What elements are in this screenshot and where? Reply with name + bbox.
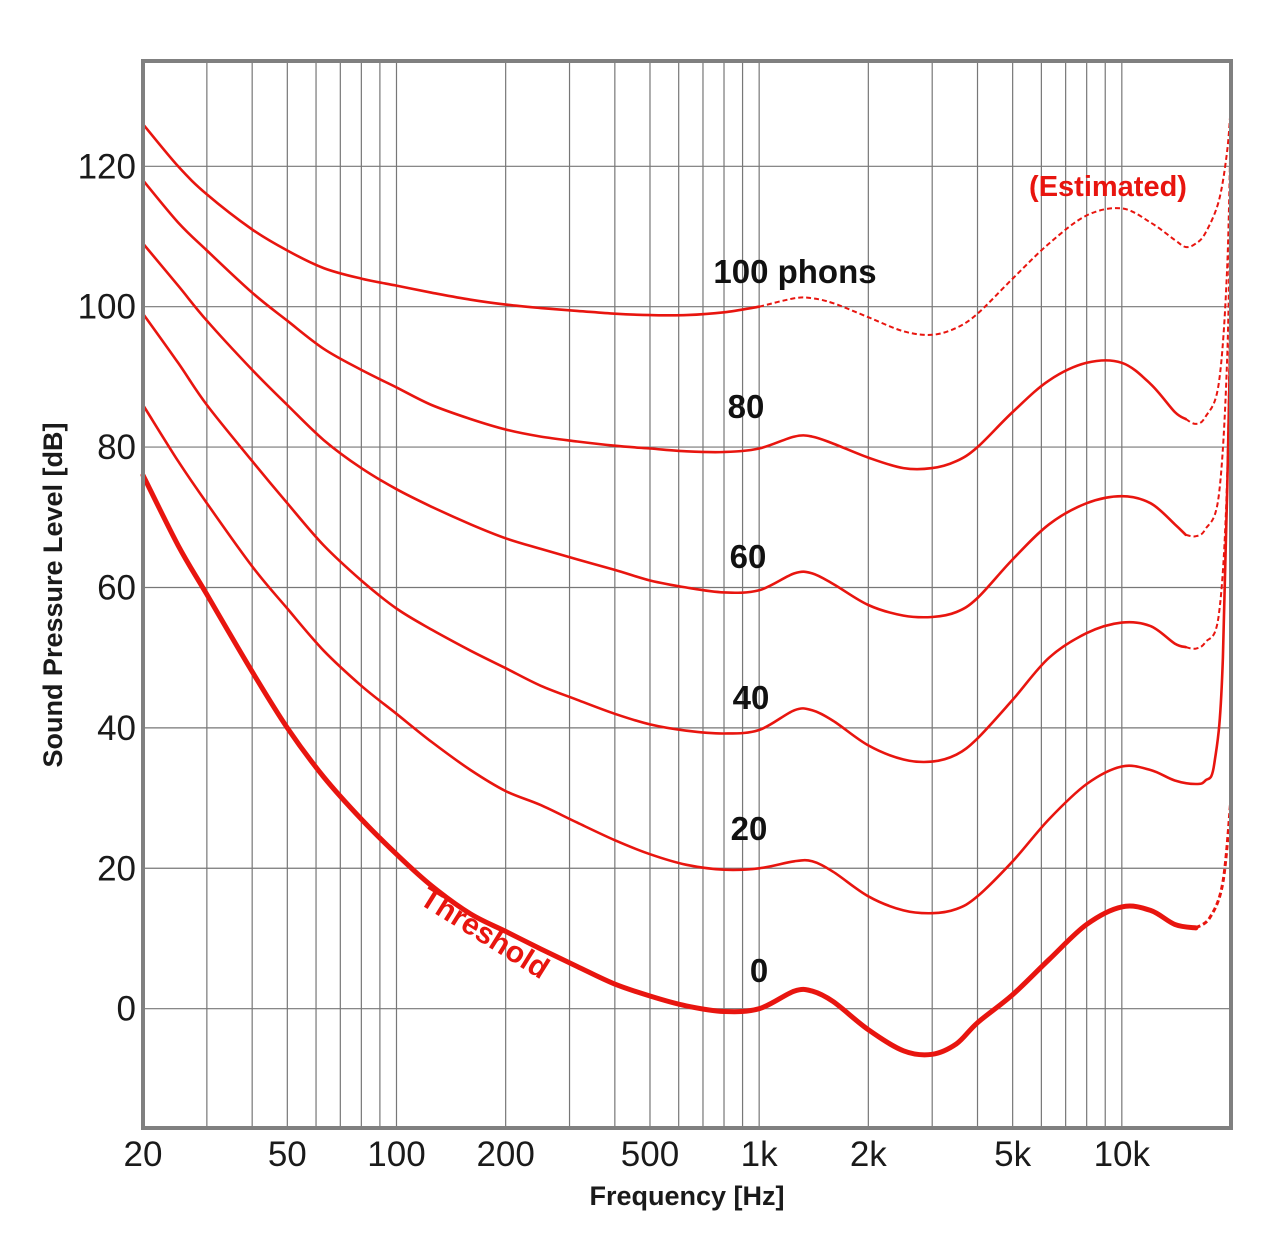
- curve-label-100: 100 phons: [713, 253, 876, 290]
- curve-0-phon: [140, 472, 1199, 1058]
- curve-label-60: 60: [730, 538, 767, 575]
- y-tick-label: 60: [97, 568, 136, 607]
- curve-100-phon-estimated: [758, 103, 1232, 336]
- curve-80-phon: [141, 179, 1187, 471]
- y-tick-label: 120: [78, 147, 136, 186]
- curve-label-0: 0: [750, 952, 768, 989]
- x-tick-label: 200: [476, 1135, 534, 1174]
- y-tick-labels: 0 20 40 60 80 100 120: [78, 147, 136, 1028]
- curve-labels: 0 20 40 60 80 100 phons: [713, 253, 876, 989]
- curve-60-phon-estimated: [1185, 166, 1232, 538]
- plot-frame: [141, 59, 1233, 1130]
- curve-40-phon-estimated: [1185, 236, 1232, 650]
- curve-80-phon-estimated: [1185, 110, 1232, 425]
- x-tick-label: 100: [367, 1135, 425, 1174]
- x-tick-label: 1k: [741, 1135, 778, 1174]
- curve-40-phon: [141, 312, 1187, 764]
- y-tick-label: 0: [117, 990, 136, 1029]
- x-tick-label: 5k: [994, 1135, 1031, 1174]
- y-tick-label: 40: [97, 709, 136, 748]
- curve-20-phon: [141, 305, 1233, 915]
- curve-60-phon: [141, 242, 1187, 619]
- curve-label-40: 40: [733, 679, 770, 716]
- y-axis-title: Sound Pressure Level [dB]: [38, 422, 68, 767]
- x-tick-label: 50: [268, 1135, 307, 1174]
- grid-lines: [143, 61, 1231, 1128]
- loudness-curves: [140, 103, 1233, 1058]
- x-tick-label: 2k: [850, 1135, 887, 1174]
- curve-0-phon-estimated: [1195, 797, 1233, 930]
- curve-label-80: 80: [728, 388, 765, 425]
- y-tick-label: 80: [97, 428, 136, 467]
- estimated-label: (Estimated): [1029, 171, 1187, 203]
- x-tick-label: 500: [621, 1135, 679, 1174]
- x-axis-title: Frequency [Hz]: [589, 1181, 784, 1211]
- x-tick-labels: 20 50 100 200 500 1k 2k 5k 10k: [124, 1135, 1151, 1174]
- threshold-label: Threshold: [414, 881, 554, 986]
- curve-100-phon: [141, 122, 761, 317]
- x-tick-label: 20: [124, 1135, 163, 1174]
- y-tick-label: 100: [78, 288, 136, 327]
- curve-label-20: 20: [731, 810, 768, 847]
- x-tick-label: 10k: [1094, 1135, 1151, 1174]
- y-tick-label: 20: [97, 849, 136, 888]
